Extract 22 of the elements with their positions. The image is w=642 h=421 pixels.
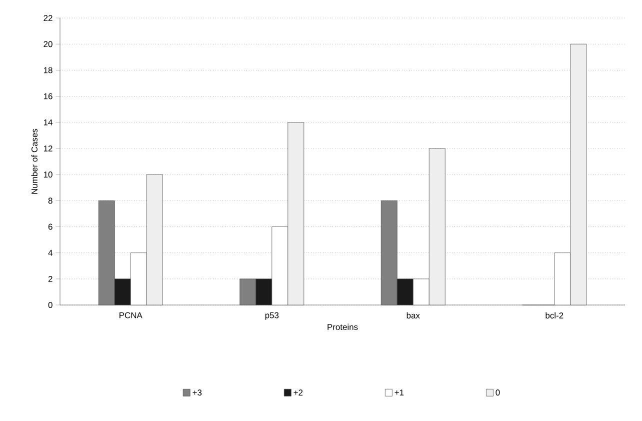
x-tick-label: bcl-2 <box>546 312 564 318</box>
y-tick-label: 22 <box>44 15 52 21</box>
y-tick-label: 8 <box>48 198 52 204</box>
y-tick-label: 0 <box>48 302 52 308</box>
y-axis-title: Number of Cases <box>31 128 38 194</box>
x-tick-label: PCNA <box>120 312 142 318</box>
y-tick-label: 20 <box>44 41 52 48</box>
legend-label: +2 <box>294 390 303 396</box>
y-tick-label: 14 <box>44 119 52 126</box>
y-tick-label: 6 <box>48 224 52 230</box>
y-tick-label: 2 <box>48 276 52 282</box>
legend-label: 0 <box>496 390 500 396</box>
legend-label: +1 <box>394 390 404 396</box>
legend-label: +3 <box>192 390 202 396</box>
y-tick-label: 16 <box>44 93 52 100</box>
y-tick-label: 10 <box>44 172 52 178</box>
x-tick-label: p53 <box>265 312 279 320</box>
y-tick-label: 18 <box>44 67 52 74</box>
y-tick-label: 4 <box>48 250 52 256</box>
x-tick-label: bax <box>406 312 420 318</box>
x-axis-title: Proteins <box>328 324 358 330</box>
y-tick-label: 12 <box>44 146 52 152</box>
